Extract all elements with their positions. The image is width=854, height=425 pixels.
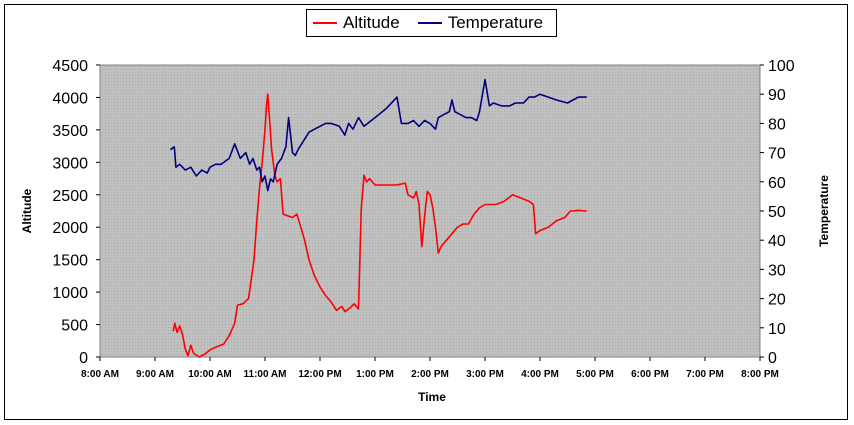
x-tick-label: 12:00 PM [298, 369, 341, 380]
right-axis-title: Temperature [817, 175, 831, 247]
x-tick-label: 8:00 AM [81, 369, 119, 380]
legend-swatch-temperature [417, 22, 442, 24]
x-tick-label: 5:00 PM [576, 369, 614, 380]
x-tick-label: 8:00 PM [741, 369, 779, 380]
series-lines [169, 78, 587, 358]
left-tick-label: 2000 [52, 220, 88, 237]
series-line-temperature [169, 78, 587, 192]
plot-area [99, 64, 761, 358]
left-tick-label: 4500 [52, 58, 88, 75]
left-tick-label: 1500 [52, 253, 88, 270]
right-tick-label: 50 [768, 204, 786, 221]
x-tick-label: 9:00 AM [136, 369, 174, 380]
axes: 8:00 AM 9:00 AM 10:00 AM 11:00 AM 12:00 PM 1:… [52, 58, 794, 380]
x-tick-label: 2:00 PM [411, 369, 449, 380]
x-tick-label: 10:00 AM [188, 369, 232, 380]
left-tick-label: 0 [79, 350, 88, 367]
x-tick-label: 4:00 PM [521, 369, 559, 380]
right-tick-label: 10 [768, 321, 786, 338]
right-tick-label: 30 [768, 262, 786, 279]
left-tick-label: 2500 [52, 188, 88, 205]
left-tick-label: 4000 [52, 90, 88, 107]
right-tick-label: 20 [768, 292, 786, 309]
right-tick-label: 0 [768, 350, 777, 367]
legend-label-altitude: Altitude [343, 13, 400, 32]
x-tick-label: 1:00 PM [356, 369, 394, 380]
right-tick-label: 40 [768, 233, 786, 250]
right-tick-label: 70 [768, 146, 786, 163]
legend-item-altitude: Altitude [313, 13, 400, 33]
left-tick-label: 500 [61, 318, 88, 335]
x-axis-title: Time [418, 390, 446, 404]
right-tick-label: 100 [768, 58, 795, 75]
x-tick-label: 11:00 AM [244, 369, 287, 380]
right-tick-label: 90 [768, 87, 786, 104]
right-tick-label: 80 [768, 116, 786, 133]
x-tick-label: 7:00 PM [686, 369, 724, 380]
legend-swatch-altitude [313, 22, 337, 24]
left-tick-label: 1000 [52, 285, 88, 302]
legend: Altitude Temperature [306, 9, 557, 37]
left-tick-label: 3000 [52, 155, 88, 172]
left-axis-title: Altitude [20, 188, 34, 233]
legend-item-temperature: Temperature [417, 13, 544, 33]
x-tick-label: 3:00 PM [466, 369, 504, 380]
series-line-altitude [172, 93, 587, 358]
legend-label-temperature: Temperature [447, 13, 544, 32]
x-tick-label: 6:00 PM [631, 369, 669, 380]
right-tick-label: 60 [768, 175, 786, 192]
left-tick-label: 3500 [52, 123, 88, 140]
